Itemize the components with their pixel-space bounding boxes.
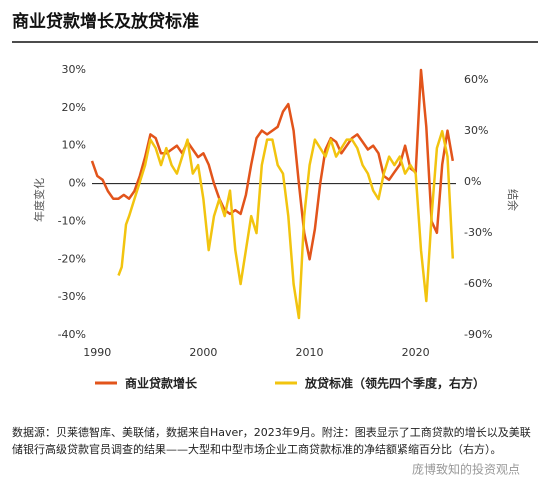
y-tick-label: -30%: [58, 290, 86, 303]
y-tick-label: -20%: [58, 252, 86, 265]
y-tick-label: -10%: [58, 214, 86, 227]
legend-label: 放贷标准（领先四个季度，右方）: [304, 376, 485, 391]
y2-tick-label: -30%: [464, 226, 492, 239]
series-line: [90, 68, 455, 261]
y-tick-label: 10%: [62, 139, 86, 152]
legend-label: 商业贷款增长: [125, 376, 198, 391]
y-tick-label: 0%: [69, 177, 86, 190]
x-tick-label: 2010: [296, 346, 324, 359]
y2-tick-label: 60%: [464, 73, 488, 86]
x-tick-label: 1990: [83, 346, 111, 359]
y2-tick-label: 0%: [464, 175, 481, 188]
y-axis-label: 年度变化: [32, 178, 46, 222]
y-tick-label: 20%: [62, 101, 86, 114]
y-tick-label: 30%: [62, 63, 86, 76]
x-tick-label: 2020: [402, 346, 430, 359]
y-tick-label: -40%: [58, 328, 86, 341]
y2-tick-label: 30%: [464, 124, 488, 137]
x-tick-label: 2000: [189, 346, 217, 359]
y2-axis-label: 结余: [506, 189, 520, 211]
chart-title: 商业贷款增长及放贷标准: [12, 11, 199, 32]
y2-tick-label: -60%: [464, 277, 492, 290]
footnote: 数据源：贝莱德智库、美联储，数据来自Haver，2023年9月。附注：图表显示了…: [12, 426, 531, 456]
y2-tick-label: -90%: [464, 328, 492, 341]
series-line: [117, 129, 455, 320]
watermark: 庞博致知的投资观点: [412, 462, 520, 477]
